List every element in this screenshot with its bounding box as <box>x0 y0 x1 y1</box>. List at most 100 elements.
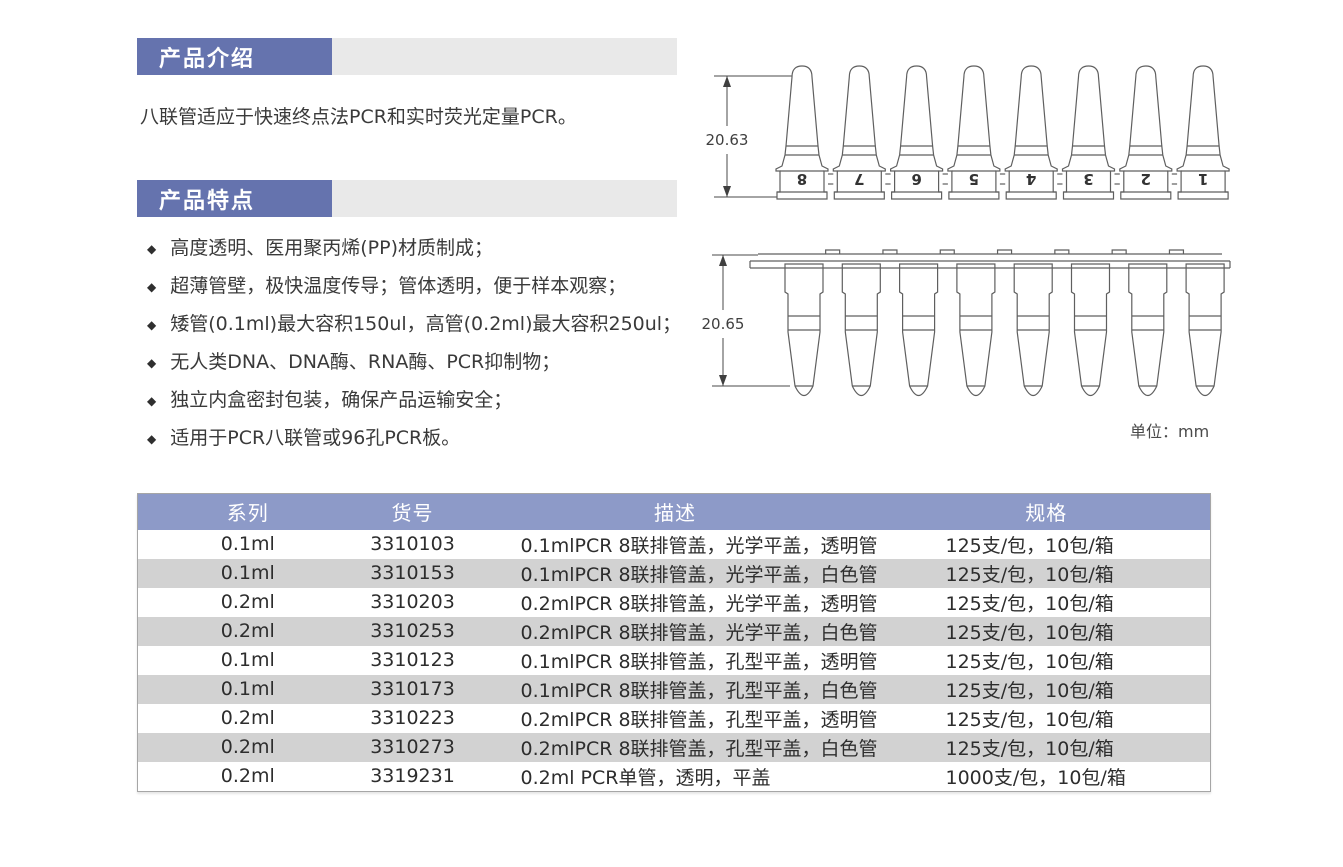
features-section-header: 产品特点 <box>137 180 677 217</box>
table-cell-spec: 125支/包，10包/箱 <box>945 534 1114 557</box>
cap-number: 8 <box>797 170 807 188</box>
intro-paragraph: 八联管适应于快速终点法PCR和实时荧光定量PCR。 <box>140 106 577 128</box>
table-cell-catalog-number: 3319231 <box>370 765 455 787</box>
rail-notch <box>1054 249 1070 254</box>
table-row: 0.2ml 3310223 0.2mlPCR 8联排管盖，孔型平盖，透明管 12… <box>137 703 1211 733</box>
strip-side-view-drawing: 20.65 <box>702 249 1231 397</box>
arrow-up-icon <box>723 76 731 87</box>
table-cell-catalog-number: 3310173 <box>370 678 455 700</box>
rail-notch <box>1168 249 1185 254</box>
connecting-rail <box>749 249 1231 269</box>
cap-number: 6 <box>911 170 921 188</box>
cap-number: 3 <box>1083 170 1093 188</box>
table-cell-description: 0.2mlPCR 8联排管盖，光学平盖，白色管 <box>520 621 878 644</box>
column-header: 货号 <box>391 501 434 526</box>
features-list: ◆ 高度透明、医用聚丙烯(PP)材质制成； ◆ 超薄管壁，极快温度传导；管体透明… <box>147 237 707 465</box>
dimension-20-65: 20.65 <box>702 254 790 387</box>
table-cell-description: 0.2mlPCR 8联排管盖，孔型平盖，白色管 <box>520 737 878 760</box>
pcr-tube-inverted: 1 <box>1176 65 1230 200</box>
rail-notch <box>882 249 898 254</box>
tube-row <box>784 263 1225 397</box>
feature-text: 无人类DNA、DNA酶、RNA酶、PCR抑制物； <box>170 351 561 373</box>
table-head: 系列 货号 描述 规格 <box>137 493 1211 530</box>
rail-notch <box>825 249 841 254</box>
table-cell-series: 0.2ml <box>220 765 275 787</box>
table-cell-spec: 1000支/包，10包/箱 <box>945 766 1126 789</box>
table-cell-catalog-number: 3310253 <box>370 620 455 642</box>
feature-item: ◆ 高度透明、医用聚丙烯(PP)材质制成； <box>147 237 707 260</box>
cap-number: 7 <box>854 170 864 188</box>
cap-number: 5 <box>969 170 979 188</box>
pcr-tube-hanging <box>784 263 824 397</box>
rail-notch <box>939 249 955 254</box>
dimension-20-63: 20.63 <box>706 75 794 198</box>
table-cell-series: 0.2ml <box>220 736 275 758</box>
pcr-tube-inverted: 4 <box>1004 65 1063 200</box>
diamond-bullet-icon: ◆ <box>147 394 157 408</box>
feature-text: 独立内盒密封包装，确保产品运输安全； <box>170 389 513 411</box>
unit-label: 单位：mm <box>1130 422 1210 441</box>
intro-section-header: 产品介绍 <box>137 38 677 75</box>
table-cell-spec: 125支/包，10包/箱 <box>945 650 1114 673</box>
table-cell-description: 0.1mlPCR 8联排管盖，孔型平盖，透明管 <box>520 650 878 673</box>
pcr-tube-hanging <box>1128 263 1168 397</box>
table-cell-series: 0.1ml <box>220 562 275 584</box>
table-row: 0.2ml 3310273 0.2mlPCR 8联排管盖，孔型平盖，白色管 12… <box>137 732 1211 762</box>
cap-number: 4 <box>1026 170 1036 188</box>
column-header: 描述 <box>654 501 696 526</box>
table-cell-spec: 125支/包，10包/箱 <box>945 592 1114 615</box>
feature-item: ◆ 适用于PCR八联管或96孔PCR板。 <box>147 427 707 450</box>
feature-item: ◆ 超薄管壁，极快温度传导；管体透明，便于样本观察； <box>147 275 707 298</box>
table-cell-spec: 125支/包，10包/箱 <box>945 563 1114 586</box>
table-cell-spec: 125支/包，10包/箱 <box>945 621 1114 644</box>
pcr-tube-hanging <box>956 263 996 397</box>
dimension-label: 20.63 <box>706 131 749 149</box>
feature-text: 超薄管壁，极快温度传导；管体透明，便于样本观察； <box>170 275 627 297</box>
intro-section-title: 产品介绍 <box>137 38 332 75</box>
feature-item: ◆ 无人类DNA、DNA酶、RNA酶、PCR抑制物； <box>147 351 707 374</box>
table-row: 0.1ml 3310103 0.1mlPCR 8联排管盖，光学平盖，透明管 12… <box>137 529 1211 559</box>
table-body: 0.1ml 3310103 0.1mlPCR 8联排管盖，光学平盖，透明管 12… <box>137 529 1211 791</box>
pcr-tube-inverted: 3 <box>1061 65 1120 200</box>
table-cell-series: 0.1ml <box>220 678 275 700</box>
table-header-row: 系列 货号 描述 规格 <box>137 493 1211 530</box>
table-row: 0.1ml 3310173 0.1mlPCR 8联排管盖，孔型平盖，白色管 12… <box>137 674 1211 704</box>
rail-notch <box>996 249 1013 254</box>
product-table: 系列 货号 描述 规格 0.1ml 3310103 0.1mlPCR 8联排管盖，光学… <box>137 493 1211 792</box>
table-cell-catalog-number: 3310153 <box>370 562 455 584</box>
strip-top-view-drawing: 20.63 8 7 6 5 4 3 2 1 <box>706 65 1230 200</box>
table-cell-spec: 125支/包，10包/箱 <box>945 737 1114 760</box>
table-cell-spec: 125支/包，10包/箱 <box>945 708 1114 731</box>
pcr-tube-hanging <box>1070 263 1111 397</box>
diamond-bullet-icon: ◆ <box>147 280 157 294</box>
column-header: 规格 <box>1025 501 1068 526</box>
table-cell-series: 0.1ml <box>220 533 275 555</box>
feature-text: 适用于PCR八联管或96孔PCR板。 <box>170 427 461 449</box>
feature-item: ◆ 矮管(0.1ml)最大容积150ul，高管(0.2ml)最大容积250ul； <box>147 313 707 336</box>
diamond-bullet-icon: ◆ <box>147 318 157 332</box>
diamond-bullet-icon: ◆ <box>147 242 157 256</box>
table-cell-description: 0.2mlPCR 8联排管盖，光学平盖，透明管 <box>520 592 878 615</box>
cap-number: 2 <box>1141 170 1151 188</box>
table-cell-series: 0.2ml <box>220 707 275 729</box>
pcr-tube-hanging <box>1185 263 1225 397</box>
table-cell-catalog-number: 3310203 <box>370 591 455 613</box>
arrow-up-icon <box>719 255 727 266</box>
diamond-bullet-icon: ◆ <box>147 356 157 370</box>
pcr-tube-inverted: 7 <box>832 65 891 200</box>
rail-notch <box>1111 249 1127 254</box>
diamond-bullet-icon: ◆ <box>147 432 157 446</box>
table-row: 0.2ml 3319231 0.2ml PCR单管，透明，平盖 1000支/包，… <box>137 761 1211 791</box>
arrow-down-icon <box>719 375 727 386</box>
table-cell-series: 0.2ml <box>220 591 275 613</box>
table-row: 0.2ml 3310253 0.2mlPCR 8联排管盖，光学平盖，白色管 12… <box>137 616 1211 646</box>
feature-item: ◆ 独立内盒密封包装，确保产品运输安全； <box>147 389 707 412</box>
pcr-tube-hanging <box>899 263 939 397</box>
table-cell-series: 0.1ml <box>220 649 275 671</box>
arrow-down-icon <box>723 186 731 197</box>
table-cell-description: 0.1mlPCR 8联排管盖，光学平盖，白色管 <box>520 563 878 586</box>
table-cell-description: 0.1mlPCR 8联排管盖，孔型平盖，白色管 <box>520 679 878 702</box>
product-table-container: 系列 货号 描述 规格 0.1ml 3310103 0.1mlPCR 8联排管盖，光学… <box>137 493 1211 792</box>
table-row: 0.1ml 3310153 0.1mlPCR 8联排管盖，光学平盖，白色管 12… <box>137 558 1211 588</box>
table-cell-series: 0.2ml <box>220 620 275 642</box>
